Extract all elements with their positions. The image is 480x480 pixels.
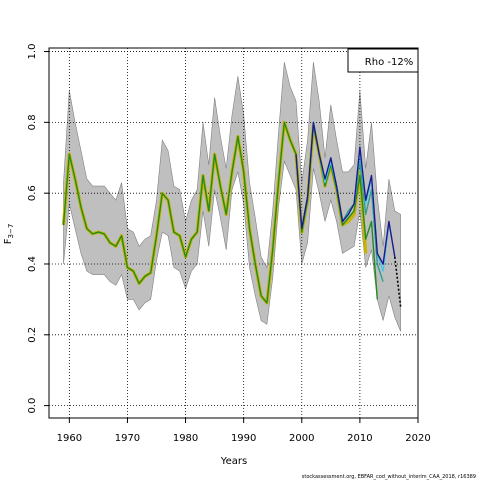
y-tick-label: 0.4: [27, 256, 38, 272]
x-tick-label: 1970: [115, 433, 140, 444]
y-tick-label: 0.2: [27, 327, 38, 343]
x-axis-title: Years: [220, 456, 247, 467]
series-line-2: [62, 121, 378, 304]
footer-credit: stockassessment.org, EBFAR_cod_without_i…: [302, 474, 476, 480]
confidence-band: [63, 62, 401, 332]
y-axis-title-main: F: [3, 238, 14, 244]
legend-text: Rho -12%: [365, 57, 413, 68]
y-axis-title-sub: 3−7: [7, 224, 15, 239]
x-tick-label: 2000: [289, 433, 314, 444]
confidence-band-area: [63, 62, 401, 332]
series-lines: [61, 120, 402, 307]
legend-box: [347, 48, 419, 73]
series-line-6: [394, 256, 402, 307]
x-tick-label: 1990: [231, 433, 256, 444]
x-tick-label: 2020: [405, 433, 430, 444]
y-tick-label: 0.8: [27, 114, 38, 130]
y-axis: 0.0 0.2 0.4 0.6 0.8 1.0: [27, 44, 49, 414]
y-tick-label: 0.6: [27, 185, 38, 201]
legend: Rho -12%: [347, 48, 419, 73]
y-tick-label: 1.0: [27, 44, 38, 60]
y-axis-title: F3−7: [3, 224, 15, 245]
x-tick-label: 2010: [347, 433, 372, 444]
series-line-5: [295, 121, 396, 265]
plot-frame: [48, 47, 419, 419]
y-tick-label: 0.0: [27, 398, 38, 414]
x-tick-label: 1980: [173, 433, 198, 444]
x-tick-label: 1960: [57, 433, 82, 444]
x-axis: 1960 1970 1980 1990 2000 2010 2020: [57, 418, 431, 444]
